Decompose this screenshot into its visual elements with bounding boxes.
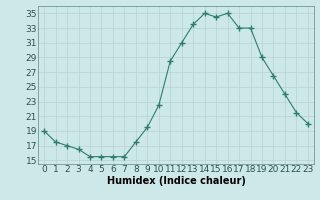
X-axis label: Humidex (Indice chaleur): Humidex (Indice chaleur) bbox=[107, 176, 245, 186]
